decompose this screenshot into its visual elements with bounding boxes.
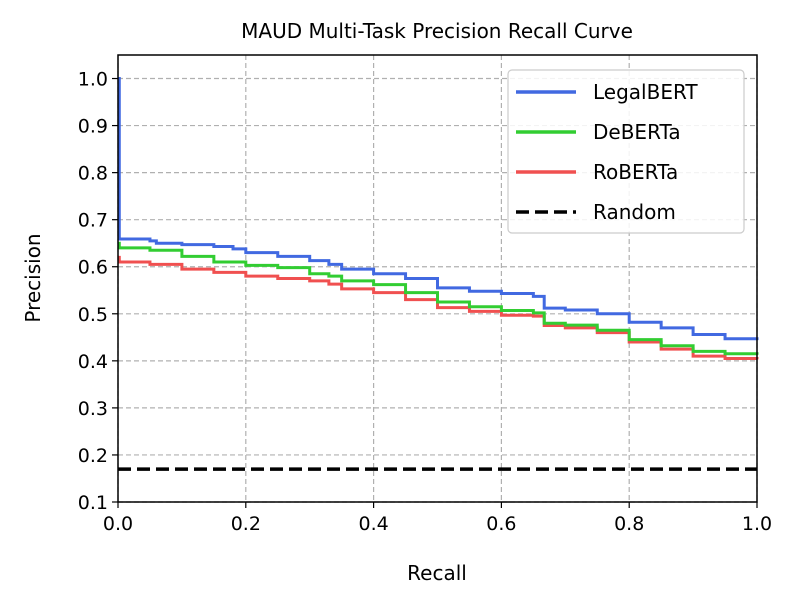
series-line-legalbert [117,77,759,341]
x-axis-label: Recall [407,561,467,585]
legend-box [507,69,745,234]
legend-label-random: Random [593,200,676,224]
y-tick-label: 0.4 [78,351,108,373]
series-line-deberta [117,241,759,356]
x-tick-label: 1.0 [742,513,772,535]
y-tick-label: 0.2 [78,445,108,467]
y-tick-label: 0.6 [78,257,108,279]
chart-title: MAUD Multi-Task Precision Recall Curve [241,19,633,43]
series-line-roberta [117,255,759,360]
y-tick-label: 0.3 [78,398,108,420]
x-tick-label: 0.0 [103,513,133,535]
legend-label-legalbert: LegalBERT [593,80,698,104]
legend: LegalBERT DeBERTa RoBERTa Random [507,69,745,234]
x-tick-label: 0.6 [486,513,516,535]
y-tick-label: 0.9 [78,116,108,138]
y-tick-label: 0.7 [78,210,108,232]
legend-label-roberta: RoBERTa [593,160,678,184]
axis-ticks [112,77,758,508]
x-tick-label: 0.8 [614,513,644,535]
y-axis-label: Precision [21,233,45,322]
legend-label-deberta: DeBERTa [593,120,681,144]
y-tick-label: 0.1 [78,492,108,514]
x-tick-label: 0.2 [231,513,261,535]
x-tick-label: 0.4 [358,513,388,535]
y-tick-label: 1.0 [78,69,108,91]
y-tick-label: 0.8 [78,163,108,185]
series-lines [117,77,759,471]
y-tick-label: 0.5 [78,304,108,326]
plot-frame [117,54,758,503]
